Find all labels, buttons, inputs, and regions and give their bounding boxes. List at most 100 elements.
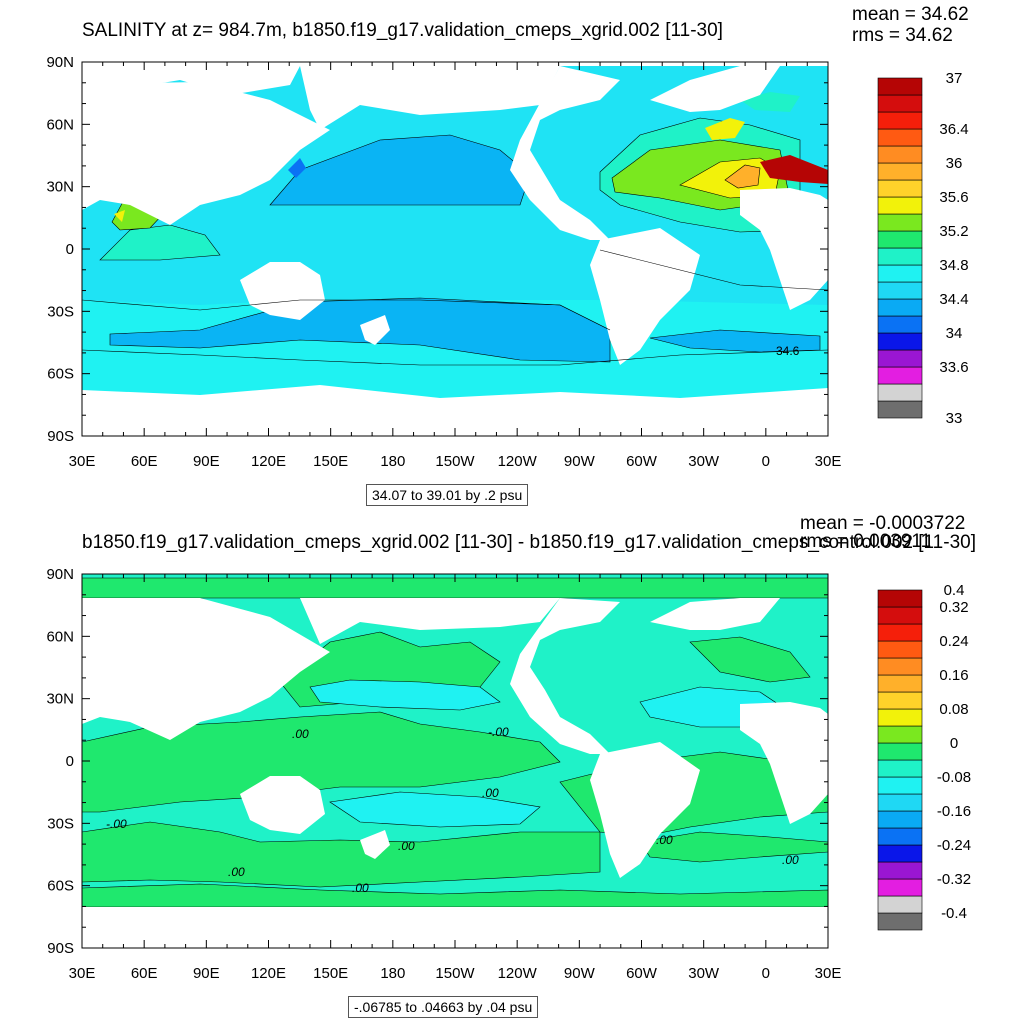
y-tick-label: 30N [46,691,74,708]
x-tick-label: 90E [193,965,220,982]
x-tick-label: 60E [131,965,158,982]
colorbar-swatch [877,77,923,96]
x-tick-label: 90E [193,453,220,470]
colorbar-label: 35.2 [939,223,968,240]
colorbar-label: -0.24 [937,837,971,854]
mediterranean-basin [760,155,828,184]
x-tick-label: 120W [498,965,538,982]
nordic-patch [705,118,745,140]
x-tick-label: 0 [762,965,770,982]
salinity-panel: SALINITY at z= 984.7m, b1850.f19_g17.val… [46,4,969,506]
colorbar-swatch [877,179,923,198]
chart-title: b1850.f19_g17.validation_cmeps_xgrid.002… [82,532,976,553]
y-tick-label: 30S [47,815,74,832]
contour-label: -.00 [488,725,509,739]
y-tick-label: 0 [66,753,74,770]
contour-labels: .00 -.00 .00 -.00 .00 .00 .00 .00 .00 [106,725,799,895]
mean-stat: mean = 34.62 [852,4,969,25]
contour-label: .00 [352,881,369,895]
mediterranean-core [724,164,761,189]
colorbar-label: -0.16 [937,803,971,820]
y-tick-label: 90S [47,940,74,957]
x-tick-label: 150E [313,453,348,470]
difference-field [82,574,828,948]
colorbar-swatch [877,793,923,812]
colorbar-swatch [877,725,923,744]
y-tick-label: 60S [47,878,74,895]
colorbar: -0.4 -0.32 -0.24 -0.16 -0.08 0 0.08 0.16 0.24 0.3… [877,582,971,931]
contour-label: .00 [656,833,673,847]
greenland-sea-patch [740,92,800,112]
colorbar-label: 34 [946,325,963,342]
x-tick-label: 180 [380,965,405,982]
colorbar-label: -0.4 [941,905,967,922]
colorbar-swatch [877,281,923,300]
colorbar-swatch [877,264,923,283]
y-tick-label: 60N [46,628,74,645]
x-tick-label: 0 [762,453,770,470]
colorbar-swatch [877,708,923,727]
contour-line-acc [82,349,828,366]
colorbar-swatch [877,230,923,249]
salinity-map: 34.6 30E 60E 90E 120E 150E 180 150W 120W 90W 60W 3… [46,54,968,470]
contour-label: -.00 [106,817,127,831]
colorbar-label: 34.4 [939,291,968,308]
colorbar-label: 0.24 [939,633,968,650]
colorbar-swatch [877,589,923,608]
salinity-field [82,62,828,436]
colorbar-swatch [877,742,923,761]
y-tick-label: 30S [47,303,74,320]
colorbar-label: 36.4 [939,121,968,138]
colorbar-swatch [877,383,923,402]
red-sea-core [114,210,125,222]
x-tick-label: 120E [251,453,286,470]
y-tick-label: 90N [46,54,74,71]
chart-title: SALINITY at z= 984.7m, b1850.f19_g17.val… [82,20,723,41]
x-tick-label: 180 [380,453,405,470]
colorbar-swatch [877,691,923,710]
colorbar-label: 0.32 [939,599,968,616]
colorbar-label: 0.4 [944,582,965,599]
mean-stat: mean = -0.0003722 [800,513,966,534]
colorbar-label: 34.8 [939,257,968,274]
contour-label: .00 [782,853,799,867]
contour-label: .00 [292,727,309,741]
colorbar-swatch [877,366,923,385]
colorbar-swatch [877,861,923,880]
colorbar-swatch [877,315,923,334]
y-tick-label: 90S [47,428,74,445]
x-tick-label: 60W [626,453,658,470]
land-mask [82,598,828,948]
colorbar-swatch [877,298,923,317]
colorbar-swatch [877,827,923,846]
x-tick-label: 30E [815,965,842,982]
colorbar-label: -0.32 [937,871,971,888]
x-tick-label: 30E [69,965,96,982]
colorbar-swatch [877,145,923,164]
colorbar-swatch [877,895,923,914]
contour-range-box: 34.07 to 39.01 by .2 psu [366,484,529,506]
colorbar-swatch [877,94,923,113]
axes: 30E 60E 90E 120E 150E 180 150W 120W 90W 60W 30W 0 30… [46,54,841,470]
rms-stat: rms = 0.003911 [800,531,932,552]
colorbar-swatch [877,332,923,351]
x-tick-label: 90W [564,965,596,982]
colorbar-swatch [877,759,923,778]
contour-line-southern [82,299,611,331]
colorbar-label: 37 [946,70,963,87]
y-tick-label: 30N [46,179,74,196]
colorbar-label: 0 [950,735,958,752]
x-tick-label: 30E [69,453,96,470]
y-tick-label: 90N [46,566,74,583]
difference-panel: b1850.f19_g17.validation_cmeps_xgrid.002… [0,512,1024,1024]
x-tick-label: 150W [435,453,475,470]
colorbar-swatch [877,349,923,368]
colorbar-swatch [877,623,923,642]
contour-label: .00 [482,786,499,800]
colorbar-swatch [877,111,923,130]
contour-range-box: -.06785 to .04663 by .04 psu [348,996,539,1018]
colorbar-swatch [877,912,923,931]
colorbar-swatch [877,776,923,795]
colorbar-swatch [877,878,923,897]
colorbar-label: 36 [946,155,963,172]
